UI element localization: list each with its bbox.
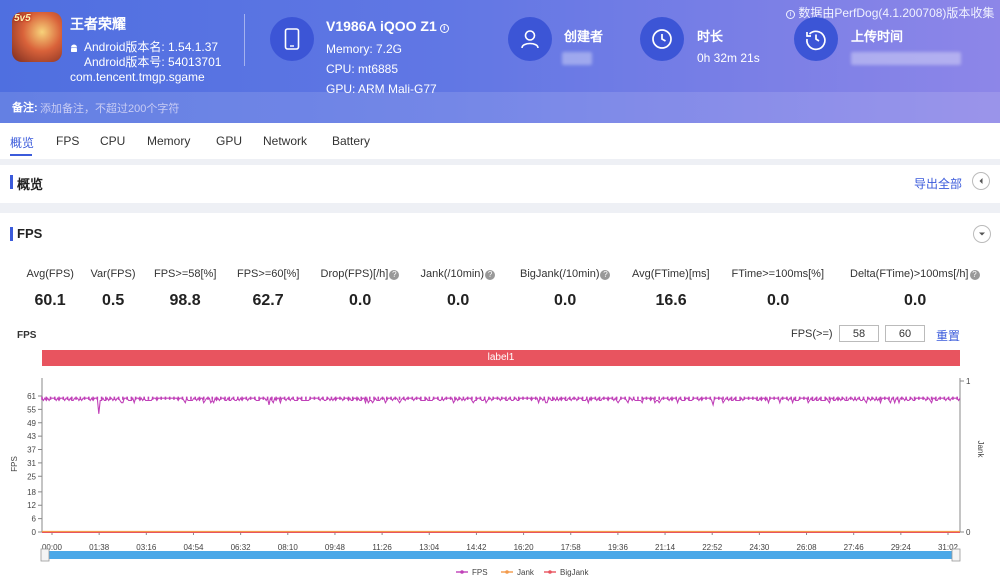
stat-value: 98.8 <box>169 292 201 309</box>
stat-header: Jank(/10min)? <box>421 268 496 280</box>
stat-header-text: Drop(FPS)[/h] <box>320 268 389 280</box>
source-note: i 数据由PerfDog(4.1.200708)版本收集 <box>786 4 994 21</box>
stat-header: FTime>=100ms[%] <box>732 268 825 280</box>
tab-gpu[interactable]: GPU <box>216 134 243 148</box>
stat-value: 0.0 <box>554 292 577 309</box>
stat-value: 16.6 <box>655 292 687 309</box>
info-icon: i <box>786 10 795 19</box>
label-bar[interactable]: label1 <box>42 350 960 366</box>
stat-header: Var(FPS) <box>91 268 136 280</box>
stat-header: BigJank(/10min)? <box>520 268 611 280</box>
fps-threshold-label: FPS(>=) <box>791 328 833 340</box>
stat-value: 0.0 <box>767 292 790 309</box>
creator-title: 创建者 <box>564 29 604 44</box>
upload-title: 上传时间 <box>851 29 904 44</box>
device-gpu: GPU: ARM Mali-G77 <box>326 82 437 96</box>
upload-value-redacted <box>851 52 961 65</box>
stat-header: FPS>=60[%] <box>237 268 299 280</box>
clock-icon <box>640 17 684 61</box>
overview-section <box>0 165 1000 203</box>
stat-header: FPS>=58[%] <box>154 268 216 280</box>
app-icon-badge: 5v5 <box>14 13 31 24</box>
tab-network[interactable]: Network <box>263 134 308 148</box>
stat-header-text: Avg(FPS) <box>26 268 74 280</box>
fps-threshold-low-input[interactable] <box>839 325 879 342</box>
stat-header: Delta(FTime)>100ms[/h]? <box>850 268 980 280</box>
stat-header-text: Avg(FTime)[ms] <box>632 268 710 280</box>
stat-header-text: Jank(/10min) <box>420 268 485 280</box>
device-memory: Memory: 7.2G <box>326 42 403 56</box>
app-package: com.tencent.tmgp.sgame <box>70 70 205 84</box>
note-label: 备注: <box>12 102 38 114</box>
source-note-text: 数据由PerfDog(4.1.200708)版本收集 <box>798 6 995 20</box>
app-version-name: Android版本名: 1.54.1.37 <box>84 40 219 54</box>
android-icon <box>71 44 77 52</box>
tab-memory[interactable]: Memory <box>147 134 191 148</box>
device-name-text: V1986A iQOO Z1 <box>326 18 437 34</box>
chart-title: FPS <box>17 330 37 341</box>
tab-battery[interactable]: Battery <box>332 134 371 148</box>
tab-active-indicator <box>10 154 32 156</box>
user-icon <box>508 17 552 61</box>
tab-overview[interactable]: 概览 <box>10 136 35 150</box>
stat-header: Avg(FTime)[ms] <box>632 268 710 280</box>
stat-value: 62.7 <box>252 292 284 309</box>
app-name: 王者荣耀 <box>70 16 126 32</box>
stat-header: Drop(FPS)[/h]? <box>321 268 400 280</box>
stat-header-text: FTime>=100ms[%] <box>731 268 825 280</box>
help-icon[interactable]: ? <box>485 270 496 280</box>
stat-value: 60.1 <box>34 292 66 309</box>
tab-bar: 概览 FPS CPU Memory GPU Network Battery <box>0 123 1000 159</box>
stat-header: Avg(FPS) <box>27 268 74 280</box>
app-icon: 5v5 <box>12 12 62 62</box>
stat-value: 0.0 <box>349 292 372 309</box>
stat-header-text: Var(FPS) <box>90 268 136 280</box>
note-row <box>0 92 1000 123</box>
note-input[interactable]: 添加备注，不超过200个字符 <box>40 103 180 115</box>
phone-icon <box>270 17 314 61</box>
overview-section-marker <box>10 175 13 189</box>
stat-header-text: BigJank(/10min) <box>520 268 600 280</box>
collapse-left-icon[interactable] <box>972 172 990 190</box>
tab-cpu[interactable]: CPU <box>100 134 126 148</box>
history-icon <box>794 17 838 61</box>
help-icon[interactable]: ? <box>389 270 400 280</box>
device-name: V1986A iQOO Z1 i <box>326 18 449 34</box>
collapse-down-icon[interactable] <box>973 225 991 243</box>
fps-section-marker <box>10 227 13 241</box>
stat-header-text: FPS>=58[%] <box>154 268 217 280</box>
device-cpu: CPU: mt6885 <box>326 62 399 76</box>
stat-header-text: Delta(FTime)>100ms[/h] <box>850 268 969 280</box>
help-icon[interactable]: ? <box>969 270 980 280</box>
help-icon[interactable]: ? <box>600 270 611 280</box>
stat-value: 0.0 <box>904 292 927 309</box>
stat-header-text: FPS>=60[%] <box>237 268 300 280</box>
fps-threshold-high-input[interactable] <box>885 325 925 342</box>
header-divider <box>244 14 245 66</box>
reset-link[interactable]: 重置 <box>936 329 961 343</box>
stat-value: 0.0 <box>447 292 470 309</box>
duration-title: 时长 <box>697 29 724 44</box>
overview-title: 概览 <box>17 177 44 192</box>
creator-value-redacted <box>562 52 592 65</box>
duration-value: 0h 32m 21s <box>697 51 760 65</box>
fps-section <box>0 213 1000 579</box>
fps-section-title: FPS <box>17 226 43 241</box>
report-header: i 数据由PerfDog(4.1.200708)版本收集 5v5 王者荣耀 An… <box>0 0 1000 123</box>
device-info-icon[interactable]: i <box>439 24 449 33</box>
export-all-link[interactable]: 导出全部 <box>914 177 963 191</box>
tab-fps[interactable]: FPS <box>56 134 80 148</box>
app-version-code: Android版本号: 54013701 <box>84 55 222 69</box>
stat-value: 0.5 <box>102 292 125 309</box>
